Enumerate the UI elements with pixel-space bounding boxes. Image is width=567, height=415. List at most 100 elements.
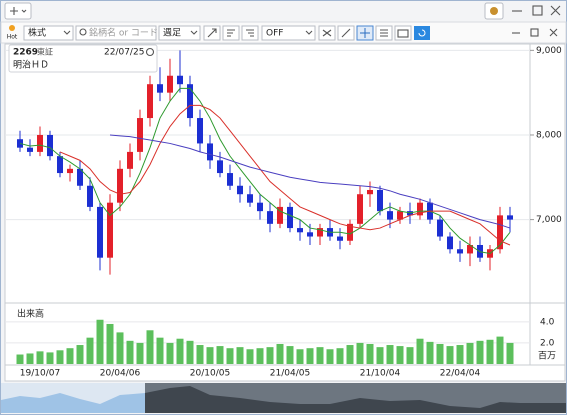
candle-body [357, 194, 363, 224]
off-select-text[interactable]: OFF [266, 29, 283, 39]
search-placeholder[interactable]: 銘柄名 or コード [89, 27, 158, 39]
candle-body [347, 223, 353, 241]
info-toggle[interactable] [145, 47, 155, 57]
volume-bar [246, 349, 254, 364]
settings-button[interactable] [484, 2, 504, 20]
candle-body [157, 84, 163, 93]
volume-bar [466, 342, 474, 364]
volume-bar [216, 346, 224, 364]
candle-body [377, 189, 383, 212]
volume-bar [436, 343, 444, 364]
close-button[interactable] [550, 5, 561, 16]
info-box [8, 44, 158, 73]
volume-bar [416, 338, 424, 364]
candle-body [117, 168, 123, 203]
x-tick-label: 21/10/04 [360, 369, 401, 379]
moving-average-line [59, 104, 511, 246]
volume-bar [366, 343, 374, 364]
y-tick-label: 4.0 [540, 317, 555, 327]
candle-body [137, 118, 143, 152]
candle-body [507, 215, 513, 220]
x-tick-label: 22/04/04 [440, 369, 481, 379]
volume-bar [456, 345, 464, 364]
volume-bar [386, 345, 394, 364]
candle-body [197, 118, 203, 144]
candle-body [227, 173, 233, 186]
candle-body [387, 211, 393, 220]
volume-bar [476, 340, 484, 364]
volume-bar [446, 346, 454, 364]
volume-bar [486, 339, 494, 364]
plot: 7,000 8,000 9,000 2.0 4.0 19/10/07 20/04/06 20/… [5, 46, 562, 379]
candle-body [497, 215, 503, 250]
volume-bar [96, 319, 104, 364]
candle-body [437, 219, 443, 237]
draw-buttons[interactable] [318, 25, 430, 41]
candle-body [277, 206, 283, 224]
volume-bar [176, 338, 184, 364]
volume-bar [346, 345, 354, 364]
volume-bar [406, 347, 414, 364]
volume-unit: 百万 [538, 351, 556, 362]
candle-body [27, 147, 33, 152]
hot-icon[interactable] [9, 25, 15, 31]
volume-bar [36, 351, 44, 364]
candle-body [287, 206, 293, 229]
candle-body [67, 168, 73, 174]
candle-body [107, 202, 113, 258]
volume-bar [226, 348, 234, 364]
exchange: 東証 [37, 47, 53, 57]
volume-bar [426, 341, 434, 364]
market-select[interactable] [23, 25, 74, 41]
hot-label[interactable]: Hot [7, 34, 18, 41]
new-tab-button[interactable] [4, 2, 32, 20]
volume-bar [46, 352, 54, 364]
volume-bar [496, 336, 504, 364]
pane-maximize[interactable] [530, 28, 539, 37]
y-tick-label: 2.0 [540, 338, 555, 348]
chart-frame [4, 43, 566, 382]
candle-body [177, 75, 183, 85]
x-tick-label: 19/10/07 [20, 369, 60, 379]
candle-body [337, 236, 343, 241]
period-select-text[interactable]: 週足 [163, 28, 181, 39]
volume-bar [356, 342, 364, 364]
off-select[interactable] [261, 25, 316, 41]
market-select-text[interactable]: 株式 [28, 27, 46, 39]
volume-bar [66, 348, 74, 364]
volume-bar [166, 342, 174, 364]
search-box[interactable] [75, 25, 157, 41]
navigator-area [145, 386, 566, 413]
navigator-area-left [1, 393, 145, 413]
volume-bar [506, 342, 514, 364]
date: 22/07/25 [104, 48, 144, 58]
maximize-button[interactable] [532, 5, 543, 16]
volume-bar [336, 348, 344, 364]
candle-body [127, 151, 133, 169]
candle-body [97, 206, 103, 258]
period-select[interactable] [158, 25, 201, 41]
candle-body [147, 84, 153, 119]
volume-bar [146, 330, 154, 364]
x-tick-label: 20/10/05 [190, 369, 230, 379]
volume-bar [26, 353, 34, 364]
volume-title: 出来高 [17, 308, 44, 320]
pane-close[interactable] [549, 28, 558, 37]
stock-code: 2269 [13, 48, 38, 58]
x-tick-label: 20/04/06 [100, 369, 141, 379]
candle-body [397, 211, 403, 220]
volume-bar [156, 337, 164, 364]
candle-body [237, 185, 243, 195]
y-tick-label: 7,000 [536, 215, 562, 225]
candle-body [467, 244, 473, 254]
candle-body [317, 228, 323, 237]
candle-body [307, 232, 313, 237]
volume-bar [236, 347, 244, 364]
candle-body [297, 228, 303, 233]
volume-bar [186, 340, 194, 364]
x-tick-label: 21/04/05 [270, 369, 310, 379]
volume-bar [376, 347, 384, 364]
tool-buttons[interactable] [203, 25, 259, 41]
candle-body [367, 189, 373, 195]
